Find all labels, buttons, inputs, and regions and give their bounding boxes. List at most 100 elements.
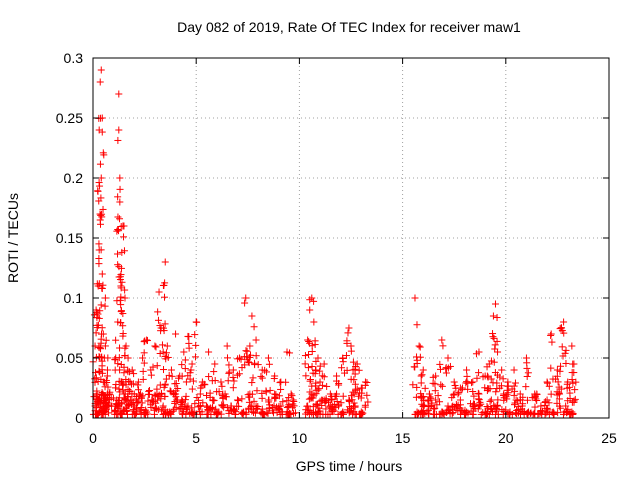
y-tick-labels: 0 0.05 0.1 0.15 0.2 0.25 0.3 [56,50,83,426]
data-point [481,384,489,392]
data-point [444,354,452,362]
data-point [568,369,576,377]
data-point [116,198,124,206]
data-point [460,409,468,417]
data-point [318,381,326,389]
data-point [94,310,102,318]
data-point [115,90,123,98]
data-point [432,396,440,404]
data-point [437,365,445,373]
data-point [196,390,204,398]
data-point [340,410,348,418]
data-point [511,399,519,407]
data-point [302,372,310,380]
data-point [153,362,161,370]
data-point [252,336,260,344]
data-point [138,399,146,407]
data-point [117,293,125,301]
data-point [420,401,428,409]
x-tick-label: 0 [89,430,97,446]
data-point [553,399,561,407]
data-point [322,405,330,413]
data-point [523,359,531,367]
data-point [97,335,105,343]
data-point [233,371,241,379]
grid-lines [93,58,609,418]
data-point [146,386,154,394]
data-point [174,385,182,393]
data-point [351,403,359,411]
data-point [250,405,258,413]
data-point [134,381,142,389]
data-point [491,345,499,353]
data-point [137,403,145,411]
data-point [496,373,504,381]
data-point [225,368,233,376]
data-point [544,406,552,414]
data-point [467,407,475,415]
data-point [144,390,152,398]
data-point [429,373,437,381]
data-point [284,410,292,418]
data-point [134,398,142,406]
data-point [556,404,564,412]
data-point [217,378,225,386]
x-tick-label: 15 [395,430,411,446]
data-point [433,401,441,409]
data-point [418,371,426,379]
data-point [409,381,417,389]
data-point [438,336,446,344]
data-point [563,380,571,388]
y-tick-label: 0.25 [56,110,83,126]
data-point [191,400,199,408]
data-point [349,358,357,366]
data-point [489,312,497,320]
data-point [330,407,338,415]
data-point [101,399,109,407]
data-point [141,410,149,418]
data-point [431,380,439,388]
data-point [250,397,258,405]
data-point [434,392,442,400]
data-point [242,347,250,355]
data-point [489,330,497,338]
data-point [167,366,175,374]
x-tick-label: 5 [192,430,200,446]
data-point [463,366,471,374]
data-point [563,409,571,417]
data-point [119,310,127,318]
data-point [116,366,124,374]
data-point [483,372,491,380]
data-point [357,394,365,402]
data-point [105,409,113,417]
data-point [95,255,103,263]
data-point [97,194,105,202]
data-point [262,387,270,395]
data-point [561,349,569,357]
data-point [428,399,436,407]
data-point [484,373,492,381]
data-point [189,377,197,385]
data-point [136,390,144,398]
data-point [103,372,111,380]
data-point [95,314,103,322]
data-point [253,387,261,395]
data-point [224,354,232,362]
data-point [510,366,518,374]
data-point [333,377,341,385]
data-point [121,286,129,294]
data-point [97,246,105,254]
data-point [304,364,312,372]
data-point [426,403,434,411]
data-point [463,378,471,386]
data-point [498,382,506,390]
data-point [258,374,266,382]
data-point [115,126,123,134]
data-point [117,308,125,316]
data-point [103,401,111,409]
data-point [301,360,309,368]
data-point [450,378,458,386]
data-point [411,294,419,302]
data-point [188,409,196,417]
